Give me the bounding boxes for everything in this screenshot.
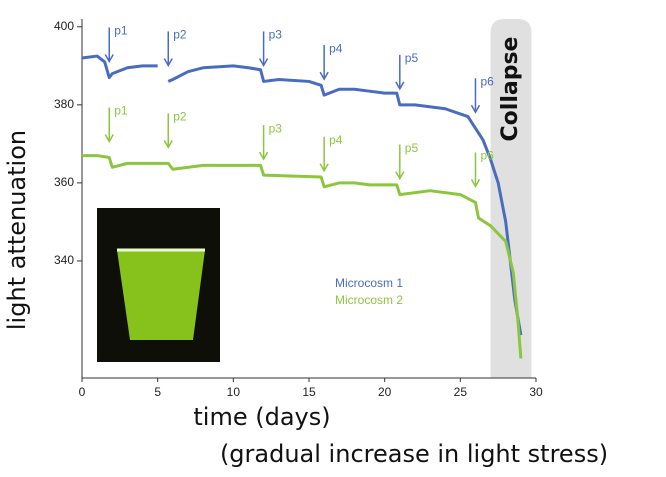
annotation-label: p6 [480, 74, 494, 88]
annotation-arrowhead [163, 140, 173, 149]
y-tick-label: 380 [54, 97, 74, 111]
annotation-label: p1 [114, 104, 128, 118]
annotation-arrowhead [163, 58, 173, 67]
annotation-arrowhead [319, 163, 329, 173]
y-axis-label: light attenuation [3, 130, 31, 330]
collapse-band [490, 19, 532, 378]
x-tick-label: 20 [378, 385, 392, 399]
legend-entry: Microcosm 1 [335, 276, 403, 290]
x-tick-label: 5 [154, 385, 161, 399]
legend-entry: Microcosm 2 [335, 293, 403, 307]
annotation-arrowhead [104, 54, 114, 64]
annotation-arrowhead [470, 104, 481, 114]
y-tick-label: 400 [54, 19, 74, 33]
x-tick-label: 10 [227, 385, 241, 399]
annotation-label: p2 [173, 110, 187, 124]
annotation-label: p4 [329, 41, 343, 55]
x-axis-label: time (days) [193, 403, 330, 431]
annotation-arrowhead [258, 151, 269, 161]
annotation-label: p2 [173, 28, 187, 42]
data-line [81, 54, 523, 336]
annotation-label: p3 [269, 28, 283, 42]
inset-vessel [117, 250, 205, 340]
annotation-label: p6 [480, 149, 494, 163]
x-tick-label: 15 [302, 385, 316, 399]
annotation-arrowhead [258, 58, 269, 67]
y-tick-label: 360 [54, 175, 74, 189]
annotation-label: p5 [405, 51, 419, 65]
x-tick-label: 30 [529, 385, 543, 399]
annotation-label: p4 [329, 133, 343, 147]
x-axis-note: (gradual increase in light stress) [220, 440, 608, 468]
data-line [82, 154, 523, 359]
x-tick-label: 0 [79, 385, 86, 399]
annotation-label: p1 [114, 24, 128, 38]
band-label: Collapse [498, 37, 523, 142]
annotation-arrowhead [104, 134, 114, 144]
annotation-arrowhead [470, 179, 481, 188]
annotation-arrowhead [395, 171, 405, 181]
annotation-label: p3 [269, 121, 283, 135]
x-tick-label: 25 [454, 385, 468, 399]
annotation-arrowhead [319, 71, 329, 81]
y-tick-label: 340 [54, 253, 74, 267]
annotation-arrowhead [395, 81, 405, 91]
annotation-label: p5 [405, 141, 419, 155]
